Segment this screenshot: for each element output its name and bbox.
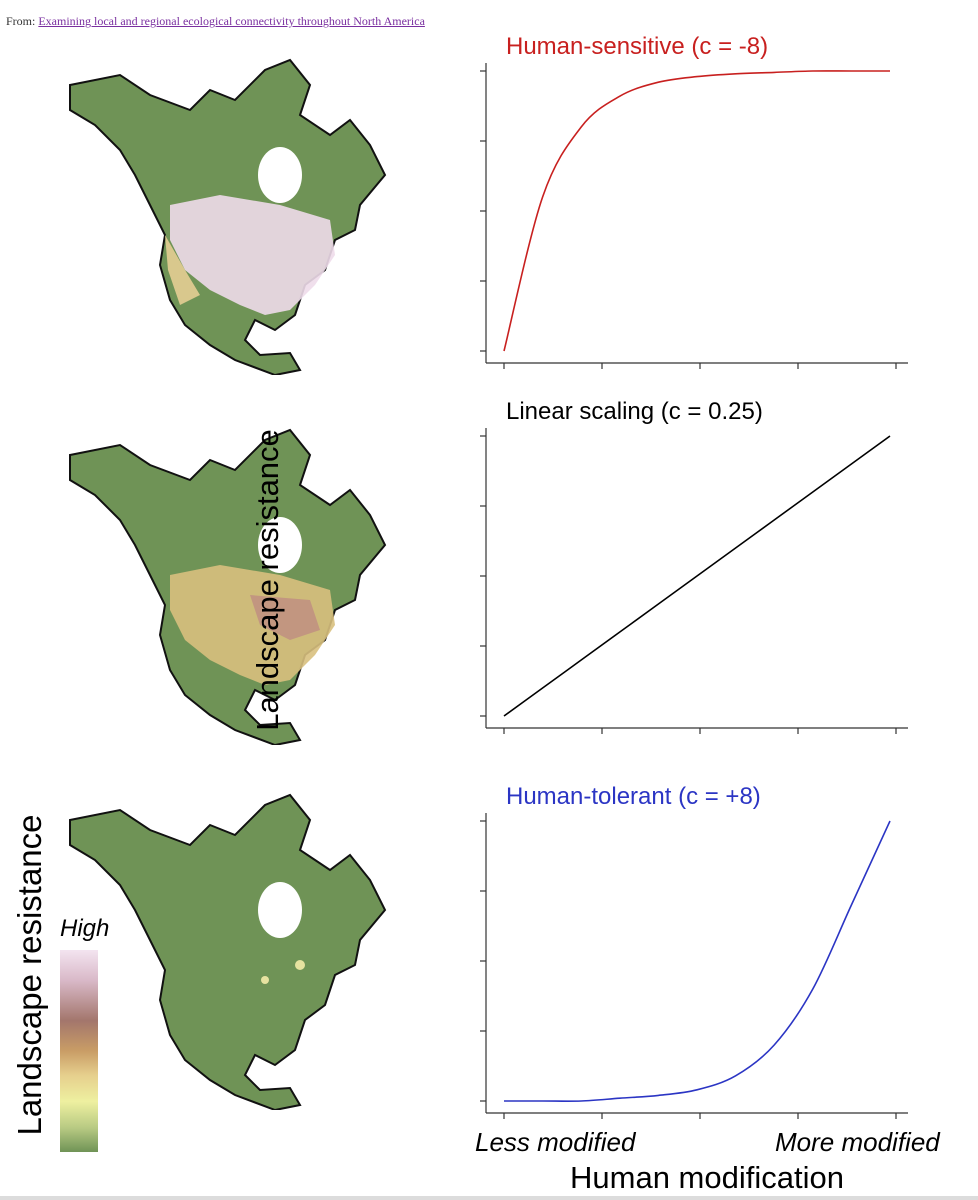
page-bottom-border [0,1196,978,1200]
legend-color-bar [60,950,98,1152]
y-axis-label-text: Landscape resistance [250,429,285,731]
source-article-link[interactable]: Examining local and regional ecological … [38,14,425,28]
panel-human-sensitive: Human-sensitive (c = -8) [470,33,940,373]
panel-title: Human-sensitive (c = -8) [506,33,769,60]
series-line [504,820,891,1103]
chart-human-tolerant [480,813,908,1119]
chart-human-sensitive [480,63,908,369]
north-america-map-linear [69,428,387,745]
source-citation: From: Examining local and regional ecolo… [6,14,425,29]
x-axis-title: Human modification [570,1160,844,1195]
legend-title-text: Landscape resistance [11,814,48,1136]
north-america-map-sensitive [69,58,387,375]
source-prefix: From: [6,14,39,28]
chart-linear-scaling [480,428,908,734]
legend-high-label: High [60,915,110,942]
x-tick-label-more: More modified [775,1127,940,1157]
series-line [503,70,890,352]
series-line [503,435,891,717]
panel-human-tolerant: Human-tolerant (c = +8) [470,783,940,1123]
panel-linear-scaling: Linear scaling (c = 0.25) [470,398,940,738]
panel-title: Linear scaling (c = 0.25) [506,398,763,425]
north-america-map-tolerant [69,793,387,1110]
panel-title: Human-tolerant (c = +8) [506,783,761,810]
x-tick-label-less: Less modified [475,1127,636,1157]
